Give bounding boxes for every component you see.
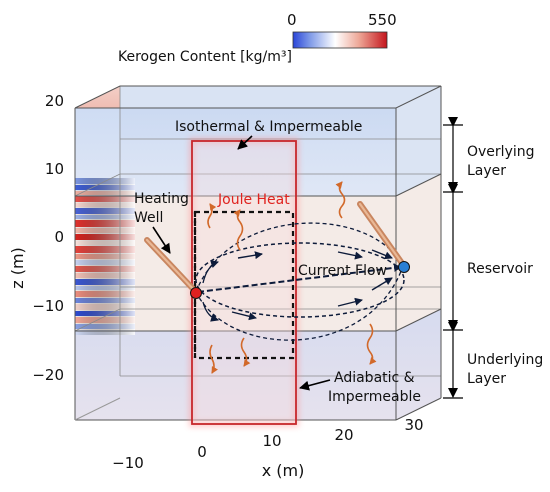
reservoir-dashed-box xyxy=(193,210,295,360)
x-axis: −10 0 10 20 30 x (m) xyxy=(112,416,423,480)
layer-labels: Overlying Layer Reservoir Underlying Lay… xyxy=(467,144,543,387)
heating-well-label-1: Heating xyxy=(134,191,189,207)
z-tick-m10: −10 xyxy=(32,297,64,315)
annotation-arrows xyxy=(152,135,331,391)
back-edges xyxy=(74,86,441,377)
colorbar: 0 550 Kerogen Content [kg/m³] xyxy=(118,11,397,65)
bottom-boundary-label-1: Adiabatic & xyxy=(334,370,415,386)
top-boundary-label: Isothermal & Impermeable xyxy=(175,119,362,135)
colorbar-min-label: 0 xyxy=(287,11,297,29)
x-axis-label: x (m) xyxy=(262,461,305,480)
z-axis: z (m) 20 10 0 −10 −20 xyxy=(8,92,64,384)
reservoir-label: Reservoir xyxy=(467,261,533,277)
heating-well-label-2: Well xyxy=(134,210,163,226)
electrode-left xyxy=(190,287,202,299)
overlying-label-2: Layer xyxy=(467,163,506,179)
heating-well-left xyxy=(144,237,202,299)
z-axis-label: z (m) xyxy=(8,247,27,289)
underlying-layer xyxy=(75,309,441,420)
z-tick-10: 10 xyxy=(45,160,64,178)
colorbar-title: Kerogen Content [kg/m³] xyxy=(118,49,292,65)
bottom-boundary-label-2: Impermeable xyxy=(328,389,421,405)
annotations: Isothermal & Impermeable Heating Well Jo… xyxy=(134,119,421,405)
current-center-line xyxy=(197,263,402,293)
colorbar-gradient xyxy=(292,31,388,49)
x-tick-20: 20 xyxy=(334,426,353,444)
layer-brackets xyxy=(443,117,463,399)
x-tick-10: 10 xyxy=(262,432,281,450)
overlying-label-1: Overlying xyxy=(467,144,535,160)
right-side-overlying xyxy=(396,86,441,196)
x-tick-30: 30 xyxy=(404,416,423,434)
z-tick-20: 20 xyxy=(45,92,64,110)
x-tick-0: 0 xyxy=(197,443,207,461)
current-flow xyxy=(195,222,405,341)
underlying-label-1: Underlying xyxy=(467,352,543,368)
kerogen-stripes xyxy=(75,178,135,335)
current-flow-label: Current Flow xyxy=(298,263,387,279)
joule-heat-waves xyxy=(207,181,377,374)
current-ellipse xyxy=(195,242,405,318)
x-tick-m10: −10 xyxy=(112,454,144,472)
underlying-label-2: Layer xyxy=(467,371,506,387)
joule-heat-label: Joule Heat xyxy=(217,192,290,208)
z-tick-0: 0 xyxy=(54,228,64,246)
colorbar-max-label: 550 xyxy=(368,11,397,29)
electrode-right xyxy=(398,261,410,273)
z-tick-m20: −20 xyxy=(32,366,64,384)
heating-well-right xyxy=(357,201,410,273)
front-edges xyxy=(74,85,442,421)
